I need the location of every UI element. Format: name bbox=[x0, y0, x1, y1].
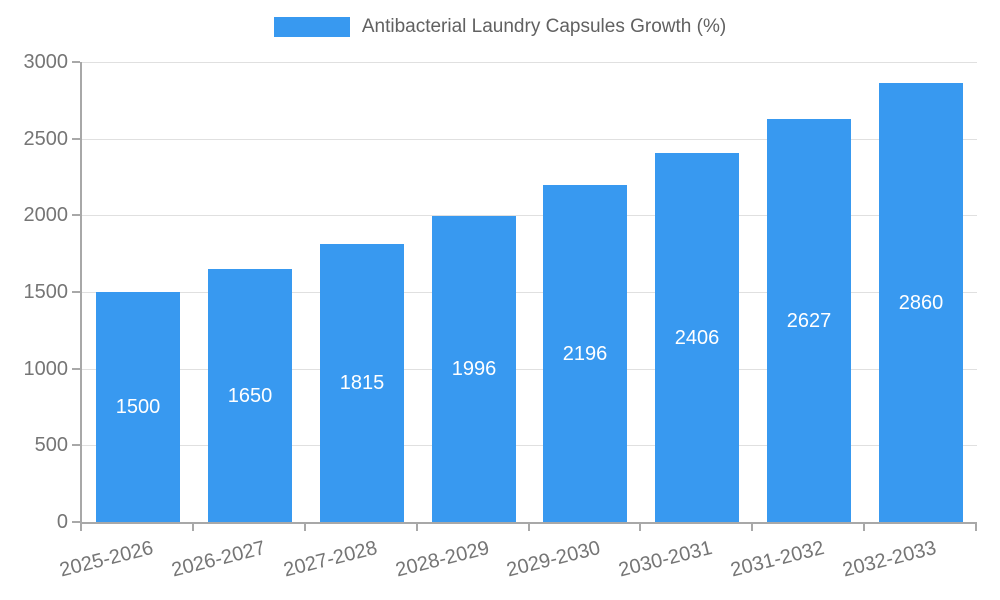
x-axis-tick bbox=[528, 524, 530, 531]
x-axis-tick bbox=[192, 524, 194, 531]
bar-value-label: 2627 bbox=[786, 310, 832, 332]
gridline bbox=[82, 62, 977, 63]
y-axis-tick bbox=[72, 291, 80, 293]
y-axis-tick-label: 1500 bbox=[23, 281, 69, 303]
y-axis-tick bbox=[72, 521, 80, 523]
bar-2032-2033[interactable] bbox=[879, 83, 963, 522]
bar-2031-2032[interactable] bbox=[767, 119, 851, 522]
chart-legend[interactable]: Antibacterial Laundry Capsules Growth (%… bbox=[0, 16, 1000, 38]
y-axis-tick-label: 2500 bbox=[23, 128, 69, 150]
gridline bbox=[82, 139, 977, 140]
gridline bbox=[82, 292, 977, 293]
x-axis-tick bbox=[304, 524, 306, 531]
bar-value-label: 1815 bbox=[339, 372, 385, 394]
y-axis-tick-label: 500 bbox=[34, 434, 68, 456]
bar-value-label: 2860 bbox=[898, 292, 944, 314]
y-axis-tick-label: 0 bbox=[56, 511, 68, 533]
y-axis-tick bbox=[72, 138, 80, 140]
bar-value-label: 2196 bbox=[562, 343, 608, 365]
gridline bbox=[82, 369, 977, 370]
bar-2028-2029[interactable] bbox=[432, 216, 516, 522]
legend-label: Antibacterial Laundry Capsules Growth (%… bbox=[361, 16, 727, 37]
bar-2027-2028[interactable] bbox=[320, 244, 404, 522]
bar-value-label: 2406 bbox=[674, 327, 720, 349]
plot-area: 1500 1650 1815 1996 2196 2406 2627 2860 bbox=[80, 62, 977, 524]
bar-2030-2031[interactable] bbox=[655, 153, 739, 522]
y-axis-tick-label: 1000 bbox=[23, 358, 69, 380]
x-axis-tick bbox=[639, 524, 641, 531]
y-axis-tick-label: 3000 bbox=[23, 51, 69, 73]
x-axis-tick bbox=[416, 524, 418, 531]
bar-2026-2027[interactable] bbox=[208, 269, 292, 522]
x-axis-tick bbox=[863, 524, 865, 531]
x-axis-tick bbox=[751, 524, 753, 531]
y-axis-tick bbox=[72, 444, 80, 446]
bar-value-label: 1650 bbox=[227, 385, 273, 407]
legend-swatch-icon bbox=[273, 17, 350, 37]
bar-2029-2030[interactable] bbox=[543, 185, 627, 522]
x-axis-tick bbox=[975, 524, 977, 531]
y-axis-tick bbox=[72, 368, 80, 370]
bar-value-label: 1996 bbox=[451, 358, 497, 380]
bar-2025-2026[interactable] bbox=[96, 292, 180, 522]
x-axis-tick bbox=[80, 524, 82, 531]
y-axis-tick bbox=[72, 214, 80, 216]
gridline bbox=[82, 215, 977, 216]
gridline bbox=[82, 445, 977, 446]
y-axis-tick bbox=[72, 61, 80, 63]
bar-value-label: 1500 bbox=[115, 396, 161, 418]
y-axis-tick-label: 2000 bbox=[23, 204, 69, 226]
